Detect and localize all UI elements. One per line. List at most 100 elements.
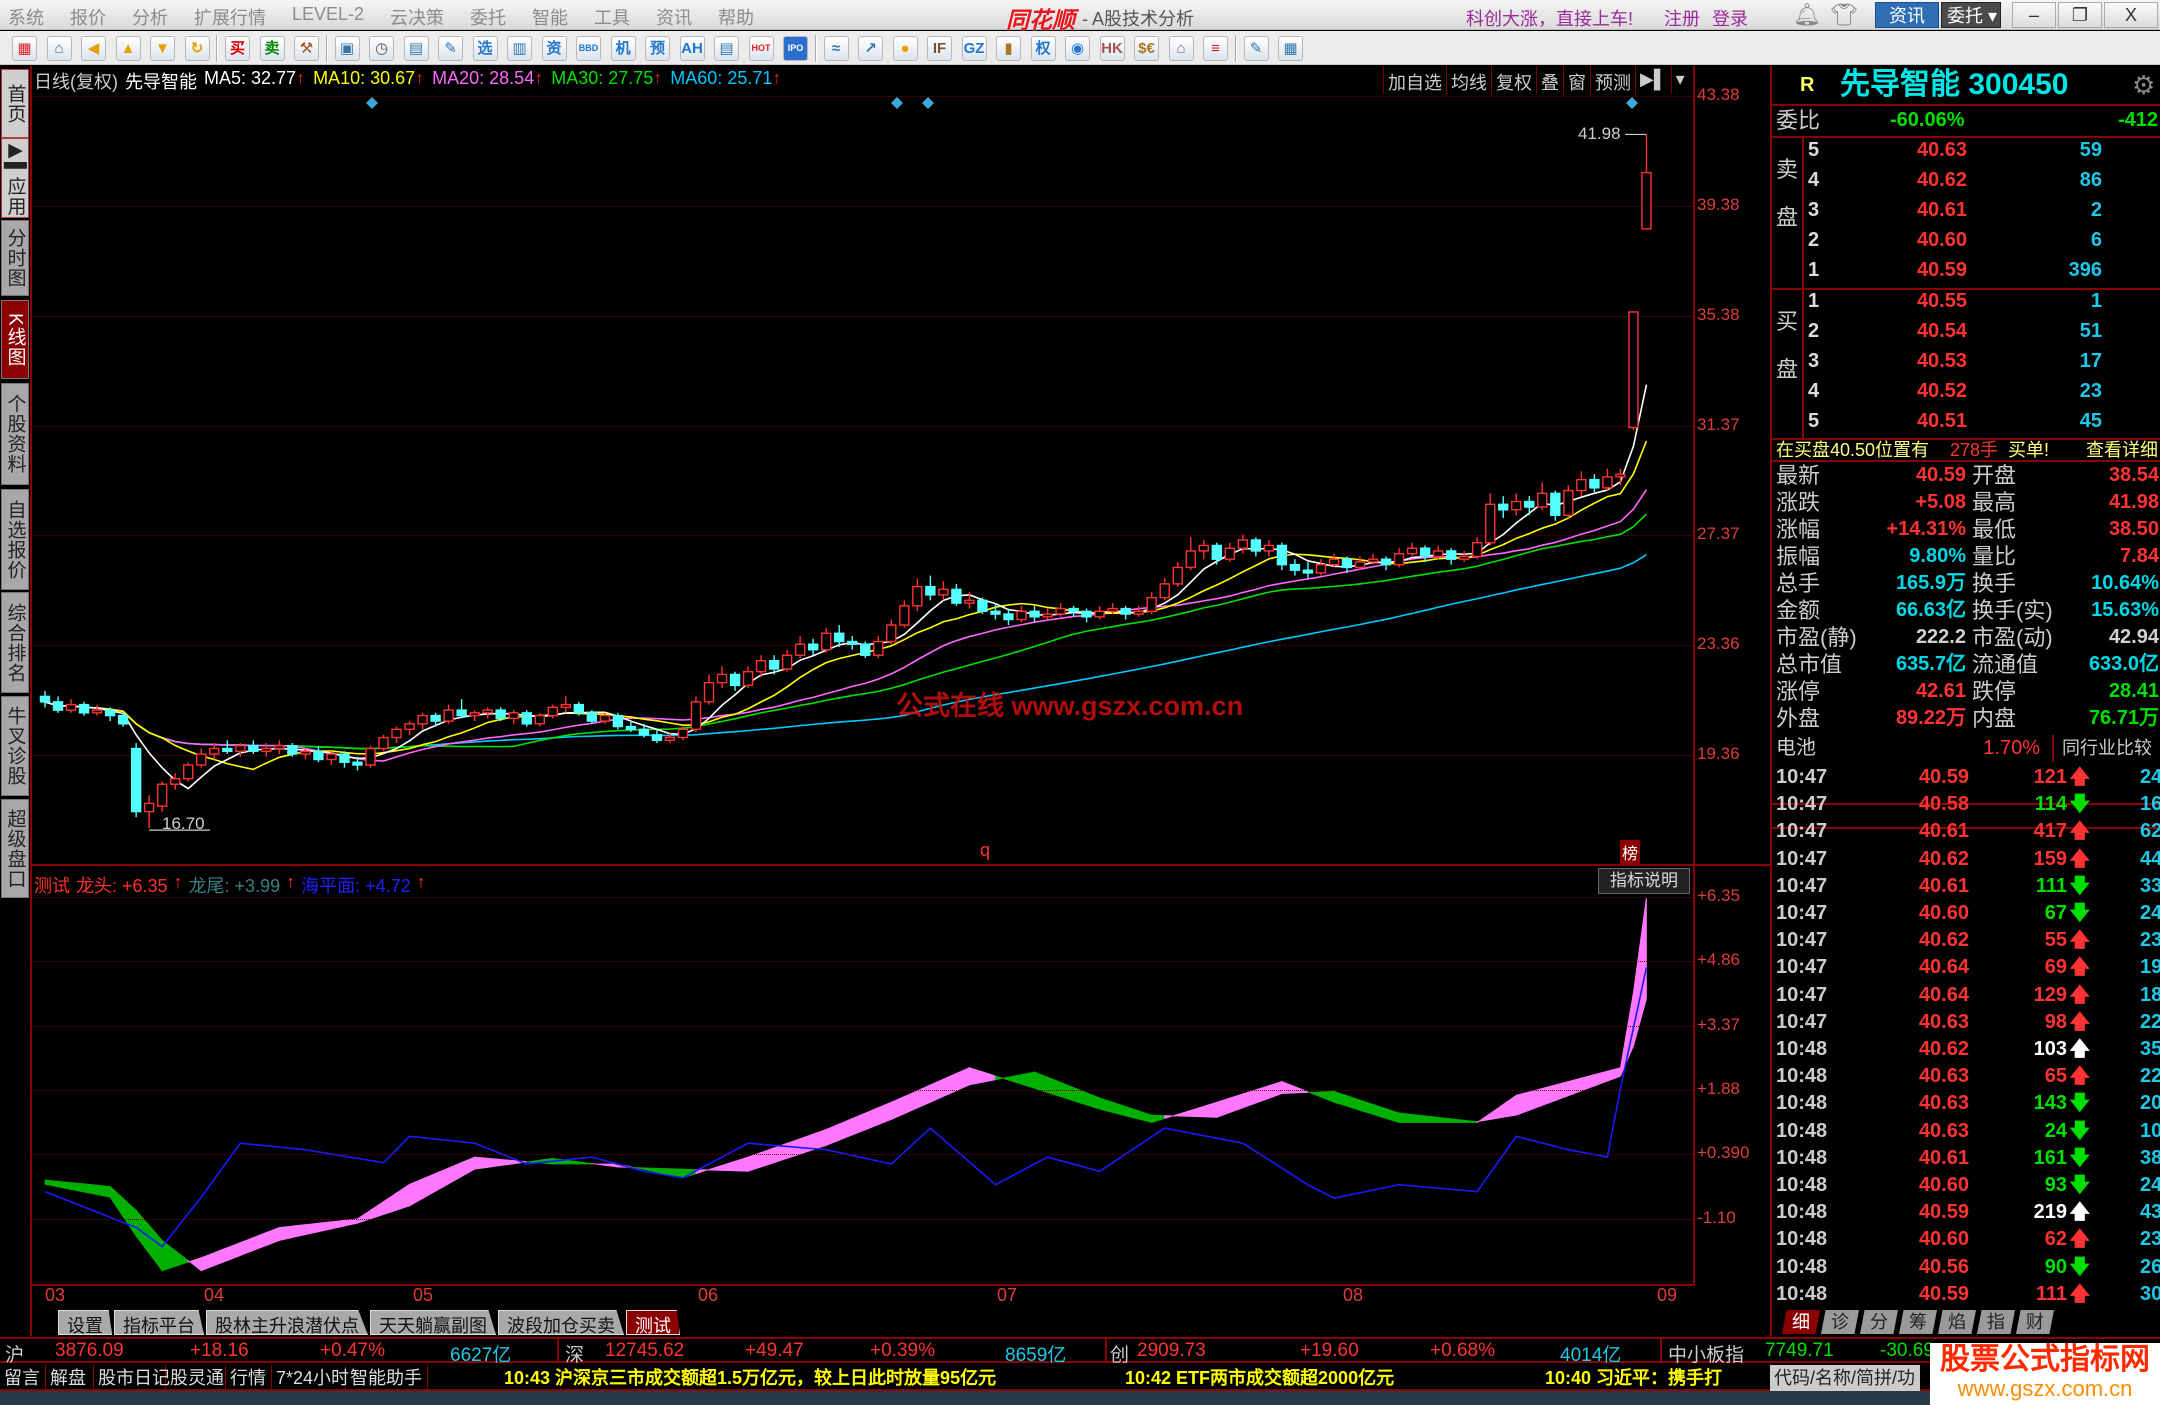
- news-headline[interactable]: 10:42 ETF两市成交额超2000亿元: [1125, 1368, 1395, 1388]
- indicator-tab-5[interactable]: 测试: [626, 1310, 680, 1335]
- quote-tab-1[interactable]: 诊: [1821, 1310, 1859, 1334]
- menu-item[interactable]: 云决策: [390, 8, 445, 28]
- indicator-tab-1[interactable]: 指标平台: [114, 1310, 204, 1335]
- institution-icon[interactable]: 机: [610, 36, 636, 61]
- indicator-help-button[interactable]: 指标说明: [1598, 868, 1690, 894]
- menu-item[interactable]: 系统: [8, 8, 44, 28]
- event-diamond-icon[interactable]: [922, 97, 934, 109]
- chart-button-6[interactable]: ▶▌: [1635, 66, 1671, 94]
- wave-icon[interactable]: ≈: [823, 36, 849, 61]
- menu-item[interactable]: LEVEL-2: [292, 4, 365, 24]
- nav-tab-6[interactable]: 综合排名: [1, 592, 29, 693]
- minimize-button[interactable]: –: [2012, 2, 2056, 28]
- bell-icon[interactable]: 🔔︎: [1793, 2, 1821, 27]
- news-button[interactable]: 资讯: [1875, 2, 1939, 28]
- folder-icon[interactable]: ▣: [334, 36, 360, 61]
- nav-tab-2[interactable]: 分时图: [1, 220, 29, 296]
- login-link[interactable]: 登录: [1712, 9, 1748, 29]
- quote-tab-3[interactable]: 筹: [1899, 1310, 1937, 1334]
- nav-tab-3[interactable]: K线图: [1, 300, 29, 379]
- buy-icon[interactable]: 买: [225, 36, 250, 61]
- shirt-icon[interactable]: 👕︎: [1830, 2, 1858, 27]
- menu-item[interactable]: 资讯: [656, 8, 693, 28]
- indicator-tab-2[interactable]: 股林主升浪潜伏点: [206, 1310, 368, 1335]
- forecast-icon[interactable]: 预: [645, 36, 670, 61]
- news-button-4[interactable]: 行情: [226, 1365, 272, 1391]
- palette-icon[interactable]: ▦: [12, 36, 37, 61]
- sell-level-row[interactable]: 5 40.63 59: [1772, 137, 2160, 164]
- chart-button-2[interactable]: 复权: [1491, 66, 1536, 94]
- sell-level-row[interactable]: 2 40.60 6: [1772, 227, 2160, 254]
- right-icon[interactable]: 权: [1030, 36, 1056, 61]
- chart-button-5[interactable]: 预测: [1590, 66, 1635, 94]
- nav-tab-1[interactable]: ▶▌应用: [1, 138, 29, 218]
- chart-button-3[interactable]: 叠: [1536, 66, 1563, 94]
- page-icon[interactable]: ▥: [507, 36, 532, 61]
- circle-icon[interactable]: ◉: [1065, 36, 1090, 61]
- search-input[interactable]: 代码/名称/简拼/功能: [1770, 1365, 1920, 1405]
- event-diamond-icon[interactable]: [891, 97, 903, 109]
- layout-icon[interactable]: ▦: [1278, 36, 1303, 61]
- promo-link[interactable]: 科创大涨，直接上车!: [1466, 9, 1634, 29]
- sell-level-row[interactable]: 3 40.61 2: [1772, 197, 2160, 224]
- sell-level-row[interactable]: 4 40.62 86: [1772, 167, 2160, 194]
- sell-level-row[interactable]: 1 40.59 396: [1772, 257, 2160, 284]
- buy-level-row[interactable]: 4 40.52 23: [1772, 378, 2160, 405]
- bbd-icon[interactable]: BBD: [576, 36, 601, 61]
- buy-level-row[interactable]: 5 40.51 45: [1772, 408, 2160, 435]
- if-icon[interactable]: IF: [927, 36, 952, 61]
- us-flag-icon[interactable]: ≡: [1203, 36, 1228, 61]
- indicator-tab-3[interactable]: 天天躺赢副图: [370, 1310, 496, 1335]
- ah-icon[interactable]: AH: [679, 36, 705, 61]
- quote-tab-5[interactable]: 指: [1977, 1310, 2015, 1334]
- menu-item[interactable]: 分析: [132, 8, 168, 28]
- menu-item[interactable]: 报价: [70, 8, 106, 28]
- back-icon[interactable]: ◀: [81, 36, 106, 61]
- nav-tab-5[interactable]: 自选报价: [1, 489, 29, 590]
- hk-icon[interactable]: HK: [1099, 36, 1125, 61]
- news-button-0[interactable]: 留言: [0, 1365, 46, 1391]
- barrel-icon[interactable]: ▮: [996, 36, 1021, 61]
- view-detail-link[interactable]: 查看详细: [2086, 440, 2158, 460]
- chart-button-0[interactable]: 加自选: [1383, 66, 1446, 94]
- indicator-tab-4[interactable]: 波段加仓买卖: [498, 1310, 624, 1335]
- nav-tab-8[interactable]: 超级盘口: [1, 799, 29, 898]
- indicator-tab-0[interactable]: 设置: [58, 1310, 112, 1335]
- clock-icon[interactable]: ◷: [369, 36, 394, 61]
- menu-item[interactable]: 委托: [470, 8, 507, 28]
- settings-gear-icon[interactable]: ⚙: [2132, 70, 2156, 100]
- down-icon[interactable]: ▼: [150, 36, 175, 61]
- sector-name[interactable]: 电池: [1776, 737, 1816, 759]
- buy-level-row[interactable]: 1 40.55 1: [1772, 288, 2160, 315]
- hammer-icon[interactable]: ⚒: [294, 36, 319, 61]
- bank-icon[interactable]: ⌂: [1168, 36, 1194, 61]
- news-button-2[interactable]: 股市日记: [94, 1365, 170, 1391]
- register-link[interactable]: 注册: [1664, 9, 1700, 29]
- trade-dropdown[interactable]: 委托 ▾: [1941, 2, 2001, 28]
- event-diamond-icon[interactable]: [1626, 97, 1638, 109]
- quote-tab-6[interactable]: 财: [2016, 1310, 2054, 1334]
- news-button-6[interactable]: 智能助手: [346, 1365, 428, 1391]
- menu-item[interactable]: 智能: [532, 8, 569, 28]
- edit-icon[interactable]: ✎: [1243, 36, 1269, 61]
- news-headline[interactable]: 10:43 沪深京三市成交额超1.5万亿元，较上日此时放量95亿元: [504, 1368, 997, 1388]
- quote-tab-4[interactable]: 焰: [1938, 1310, 1976, 1334]
- rank-marker[interactable]: 榜: [1620, 840, 1641, 864]
- nav-tab-0[interactable]: 首页: [1, 69, 29, 138]
- refresh-icon[interactable]: ↻: [184, 36, 210, 61]
- menu-item[interactable]: 扩展行情: [194, 8, 266, 28]
- chart-button-7[interactable]: ▾: [1670, 66, 1689, 94]
- news-icon[interactable]: ▤: [714, 36, 739, 61]
- quote-tab-2[interactable]: 分: [1860, 1310, 1898, 1334]
- menu-item[interactable]: 工具: [594, 8, 631, 28]
- close-button[interactable]: X: [2104, 2, 2158, 28]
- menu-item[interactable]: 帮助: [718, 8, 755, 28]
- quote-tab-0[interactable]: 细: [1782, 1310, 1820, 1334]
- news-button-3[interactable]: 股灵通: [166, 1365, 226, 1391]
- news-button-1[interactable]: 解盘: [46, 1365, 94, 1391]
- document-icon[interactable]: ▤: [403, 36, 429, 61]
- pencil-icon[interactable]: ✎: [438, 36, 463, 61]
- news-button-5[interactable]: 7*24小时: [272, 1365, 349, 1391]
- money-icon[interactable]: $€: [1134, 36, 1159, 61]
